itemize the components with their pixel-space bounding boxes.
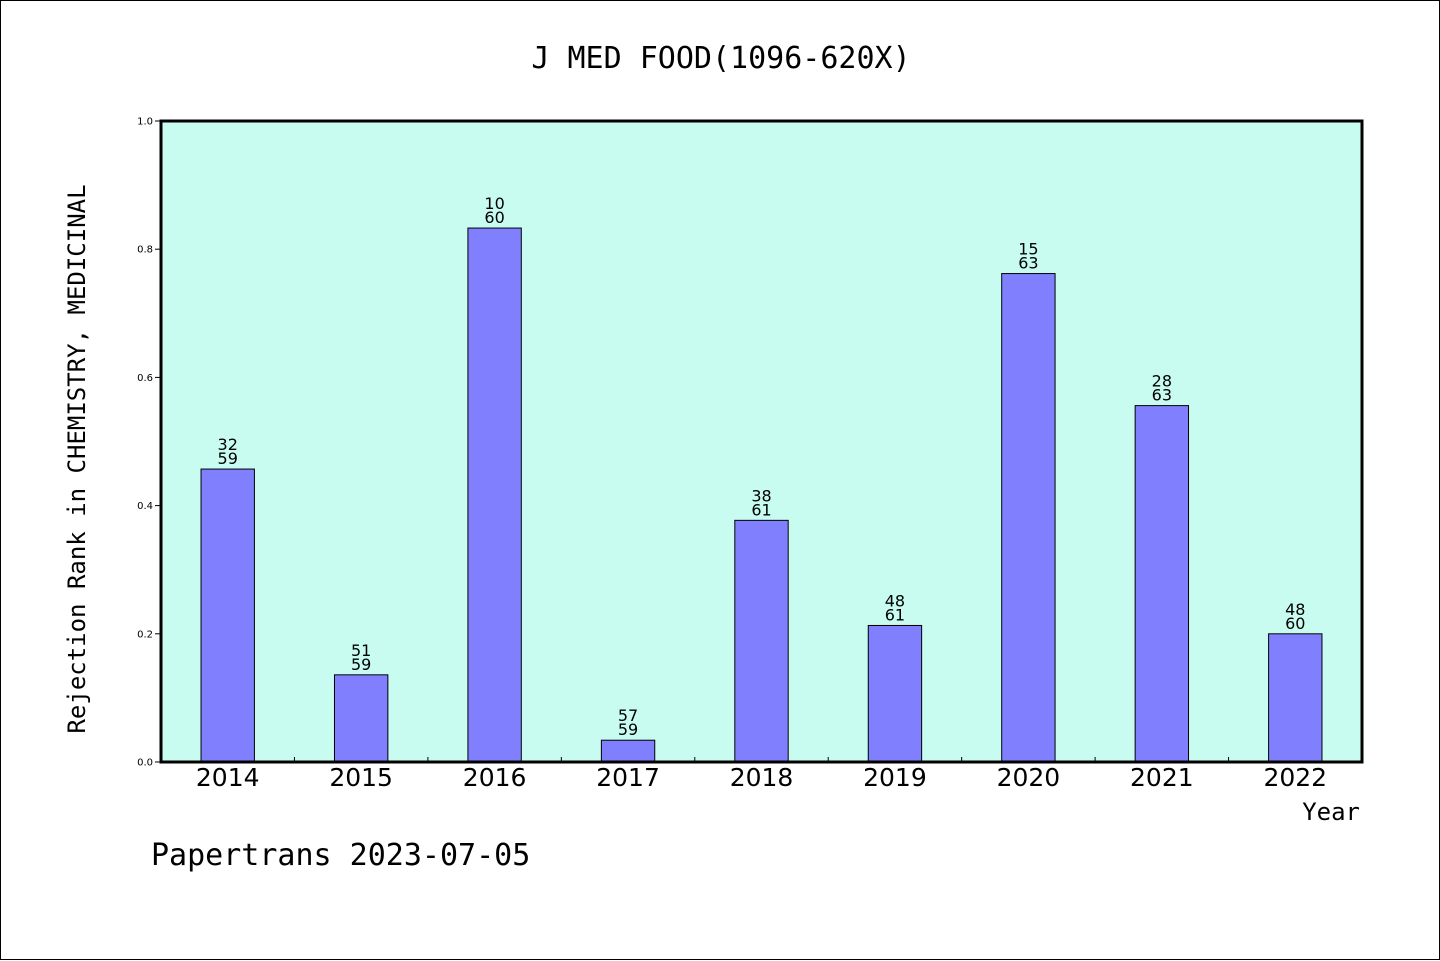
- bar-2018: [734, 519, 789, 763]
- bar-2017: [600, 739, 656, 763]
- bar-label-total-2016: 60: [484, 208, 504, 227]
- x-tick-label-2019: 2019: [863, 763, 927, 792]
- bar-label-total-2020: 63: [1018, 254, 1038, 273]
- x-tick-label-2015: 2015: [329, 763, 393, 792]
- x-tick-label-2016: 2016: [463, 763, 527, 792]
- y-tick-label: 0.0: [137, 758, 153, 769]
- y-tick-label: 0.8: [137, 245, 153, 256]
- bar-label-rank-2016: 10: [484, 194, 504, 213]
- x-tick-label-2020: 2020: [997, 763, 1061, 792]
- x-tick-label-2021: 2021: [1130, 763, 1194, 792]
- bar-label-rank-2019: 48: [885, 591, 905, 610]
- bar-label-total-2017: 59: [618, 720, 638, 739]
- bar-label-rank-2015: 51: [351, 641, 371, 660]
- bar-2019: [867, 624, 923, 763]
- x-tick-label-2018: 2018: [730, 763, 794, 792]
- bar-2022: [1268, 633, 1323, 763]
- y-axis: 0.0 0.2 0.4 0.6 0.8 1.0: [137, 117, 161, 769]
- bar-label-total-2018: 61: [751, 500, 771, 519]
- bars-group: [200, 227, 1323, 763]
- bar-label-total-2015: 59: [351, 655, 371, 674]
- bar-2020: [1001, 273, 1056, 763]
- x-tick-label-2022: 2022: [1263, 763, 1327, 792]
- x-tick-label-2017: 2017: [596, 763, 660, 792]
- bar-2014: [200, 468, 255, 763]
- bar-label-total-2014: 59: [218, 449, 238, 468]
- bar-2015: [333, 674, 389, 763]
- bar-label-rank-2017: 57: [618, 706, 638, 725]
- plot-border: [159, 119, 1364, 764]
- y-tick-label: 0.6: [137, 373, 153, 384]
- bar-label-rank-2021: 28: [1152, 372, 1172, 391]
- y-tick-label: 0.4: [137, 501, 153, 512]
- bar-label-total-2022: 60: [1285, 614, 1305, 633]
- footer-credit: Papertrans 2023-07-05: [151, 838, 530, 873]
- x-tick-label-2014: 2014: [196, 763, 260, 792]
- bar-2021: [1134, 405, 1190, 763]
- bar-label-total-2021: 63: [1152, 386, 1172, 405]
- x-axis-label: Year: [1302, 798, 1360, 826]
- y-tick-label: 0.2: [137, 629, 153, 640]
- y-axis-label: Rejection Rank in CHEMISTRY, MEDICINAL: [63, 184, 91, 733]
- bar-label-rank-2018: 38: [751, 486, 771, 505]
- x-axis: 2014 2015 2016 2017 2018 2019 2020 2021 2022: [196, 757, 1327, 792]
- bar-2016: [467, 227, 522, 763]
- chart-title: J MED FOOD(1096-620X): [531, 41, 910, 76]
- bar-label-rank-2014: 32: [218, 435, 238, 454]
- bar-label-total-2019: 61: [885, 605, 905, 624]
- y-tick-label: 1.0: [137, 117, 153, 128]
- bar-label-rank-2022: 48: [1285, 600, 1305, 619]
- bar-label-rank-2020: 15: [1018, 240, 1038, 259]
